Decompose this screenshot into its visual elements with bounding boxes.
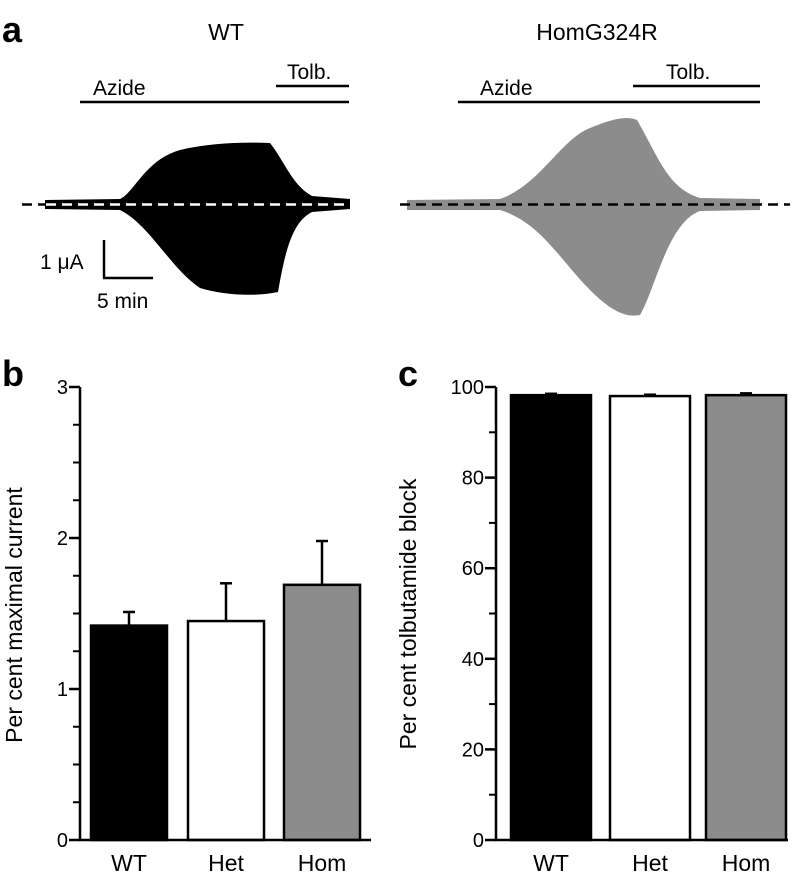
xtick-label-c-het: Het [632,850,668,876]
wt-azide-label: Azide [93,77,146,100]
bar-b-hom [282,583,362,842]
xtick-label-c-wt: WT [533,850,569,876]
panel-b: b Per cent maximal current WT Het Hom 0 1 2 3 [1,353,371,876]
hom-azide-label: Azide [480,77,533,100]
bar-c-hom [704,393,788,842]
ylabel-b: Per cent maximal current [1,487,27,743]
ytick-label-c: 0 [473,830,484,852]
hom-current-trace [407,117,760,316]
wt-current-trace [45,142,350,295]
hom-tolb-label: Tolb. [666,61,710,84]
ytick-label-c: 60 [462,558,484,580]
ytick-label-b: 0 [57,830,68,852]
wt-tolb-label: Tolb. [287,61,331,84]
ytick-label-b: 3 [57,377,68,399]
ytick-label-c: 40 [462,649,484,671]
bar-c-het [608,394,692,842]
panel-label-b: b [2,353,24,394]
panel-a: a WT Azide Tolb. 1 μA 5 min HomG324R Azi… [2,9,790,316]
bar-b-het [186,619,266,842]
xtick-label-b-wt: WT [111,850,147,876]
panel-label-a: a [2,9,23,50]
xtick-label-c-hom: Hom [722,850,771,876]
panel-c: c Per cent tolbutamide block WT Het Hom 0 20… [395,353,788,876]
hom-trace-title: HomG324R [536,19,657,45]
ylabel-c: Per cent tolbutamide block [395,478,421,750]
scale-time-label: 5 min [97,290,148,313]
bar-b-wt [89,624,169,842]
ytick-label-c: 20 [462,739,484,761]
xtick-label-b-het: Het [208,850,244,876]
wt-trace-title: WT [208,19,244,45]
scale-current-label: 1 μA [40,251,84,274]
ytick-label-c: 80 [462,468,484,490]
ytick-label-c: 100 [451,377,484,399]
ytick-label-b: 2 [57,528,68,550]
panel-label-c: c [398,353,418,394]
bar-c-wt [509,393,593,842]
ytick-label-b: 1 [57,679,68,701]
xtick-label-b-hom: Hom [298,850,347,876]
